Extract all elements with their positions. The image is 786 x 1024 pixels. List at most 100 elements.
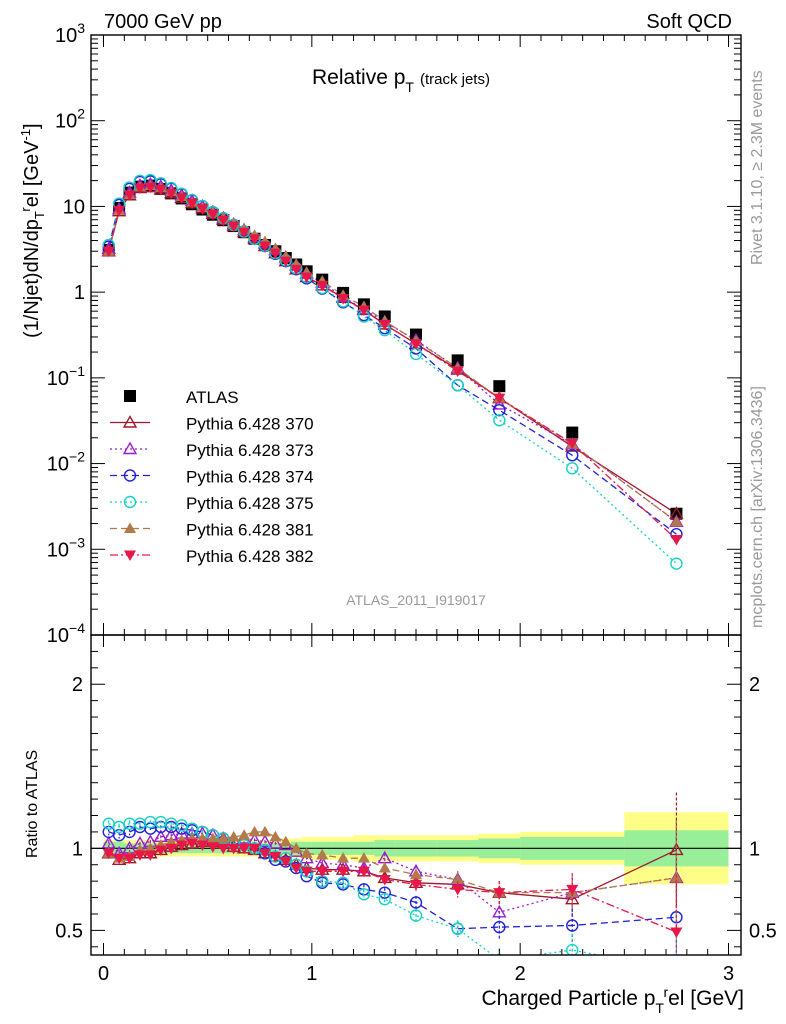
main-title: Relative pT (track jets)	[312, 66, 490, 95]
data-point	[165, 188, 178, 200]
data-point	[279, 835, 292, 847]
data-point	[300, 272, 313, 284]
main-y-axis-label-part: -1	[18, 129, 33, 141]
data-point	[186, 838, 199, 850]
data-point	[217, 832, 230, 843]
data-point	[337, 866, 350, 878]
data-point	[316, 848, 329, 860]
data-point	[133, 850, 146, 861]
data-point	[124, 550, 136, 561]
data-point	[196, 832, 209, 843]
series-line	[108, 831, 677, 894]
data-point	[670, 507, 683, 520]
legend-label: Pythia 6.428 373	[186, 441, 314, 460]
series-line	[108, 186, 677, 540]
data-point	[268, 835, 283, 849]
data-point	[217, 843, 230, 855]
x-axis-label-part: T	[655, 1000, 664, 1016]
data-point	[357, 866, 370, 878]
series-line	[108, 826, 677, 930]
data-point	[248, 825, 261, 837]
data-point	[566, 919, 579, 932]
y-tick-label-base: 10	[47, 625, 69, 647]
data-point	[566, 462, 579, 475]
data-point	[300, 847, 313, 858]
main-y-axis-label-part: T	[32, 211, 47, 219]
data-point	[102, 246, 115, 258]
data-point	[144, 842, 157, 853]
y-tick-label-exponent: −1	[69, 363, 85, 379]
data-point	[300, 866, 313, 878]
data-point	[258, 848, 271, 860]
data-point	[258, 241, 271, 253]
data-point	[669, 842, 684, 856]
y-tick-label-base: 10	[47, 368, 69, 390]
data-point	[566, 943, 579, 955]
data-point	[123, 853, 136, 865]
data-point	[248, 843, 261, 855]
data-point	[451, 366, 464, 378]
y-tick-label-base: 10	[55, 25, 77, 47]
x-tick-label: 1	[306, 963, 317, 985]
data-point	[206, 209, 219, 221]
legend-label: Pythia 6.428 375	[186, 494, 314, 513]
y-tick-label: 10−3	[47, 534, 85, 561]
data-point	[493, 403, 506, 417]
data-point	[670, 927, 683, 939]
data-point	[357, 305, 370, 316]
y-tick-label-exponent: −2	[69, 449, 85, 465]
data-point	[337, 852, 350, 863]
data-point	[451, 873, 464, 885]
legend-label: Pythia 6.428 374	[186, 468, 314, 487]
analysis-name: ATLAS_2011_I919017	[346, 592, 486, 608]
data-point	[206, 842, 219, 853]
legend-label: Pythia 6.428 370	[186, 415, 314, 434]
y-tick-label-exponent: −4	[69, 620, 85, 636]
main-y-axis-label-part: ]	[21, 123, 43, 129]
data-point	[290, 863, 303, 875]
data-point	[451, 884, 464, 896]
data-point	[165, 835, 178, 847]
data-point	[248, 234, 261, 245]
data-point	[409, 896, 423, 909]
data-point	[175, 840, 188, 852]
data-point	[451, 379, 464, 392]
x-axis-label-part: Charged Particle p	[481, 987, 655, 1010]
data-point	[566, 426, 579, 439]
data-point	[378, 862, 391, 873]
data-point	[670, 557, 683, 570]
data-point	[238, 227, 251, 239]
data-point	[144, 182, 157, 194]
data-point	[451, 354, 464, 367]
x-tick-label: 3	[723, 963, 734, 985]
header-right: Soft QCD	[646, 11, 732, 33]
x-axis-label: Charged Particle pTrel [GeV]	[481, 984, 744, 1016]
y-tick-label-base: 10	[47, 539, 69, 561]
data-point	[133, 183, 146, 195]
data-point	[124, 522, 136, 533]
data-point	[175, 193, 188, 204]
y-tick-label: 1	[72, 838, 83, 860]
data-point	[122, 415, 138, 428]
y-tick-label: 10−1	[47, 363, 85, 390]
data-point	[165, 843, 178, 855]
data-point	[196, 204, 209, 215]
data-point	[258, 825, 271, 837]
data-point	[227, 221, 240, 233]
data-point	[269, 248, 282, 260]
main-y-axis-label-part: (1/Njet)dN/dp	[21, 219, 43, 338]
main-y-axis-label-part: el [GeV	[21, 140, 43, 207]
data-point	[495, 953, 504, 955]
data-point	[410, 868, 422, 880]
header-left: 7000 GeV pp	[104, 11, 222, 33]
data-point	[492, 397, 507, 410]
data-point	[124, 390, 136, 402]
data-point	[493, 888, 506, 899]
data-point	[566, 884, 579, 896]
y-tick-label-right: 0.5	[749, 920, 777, 942]
data-point	[566, 438, 579, 450]
data-point	[493, 414, 506, 427]
data-point	[671, 964, 682, 975]
data-point	[357, 888, 371, 901]
